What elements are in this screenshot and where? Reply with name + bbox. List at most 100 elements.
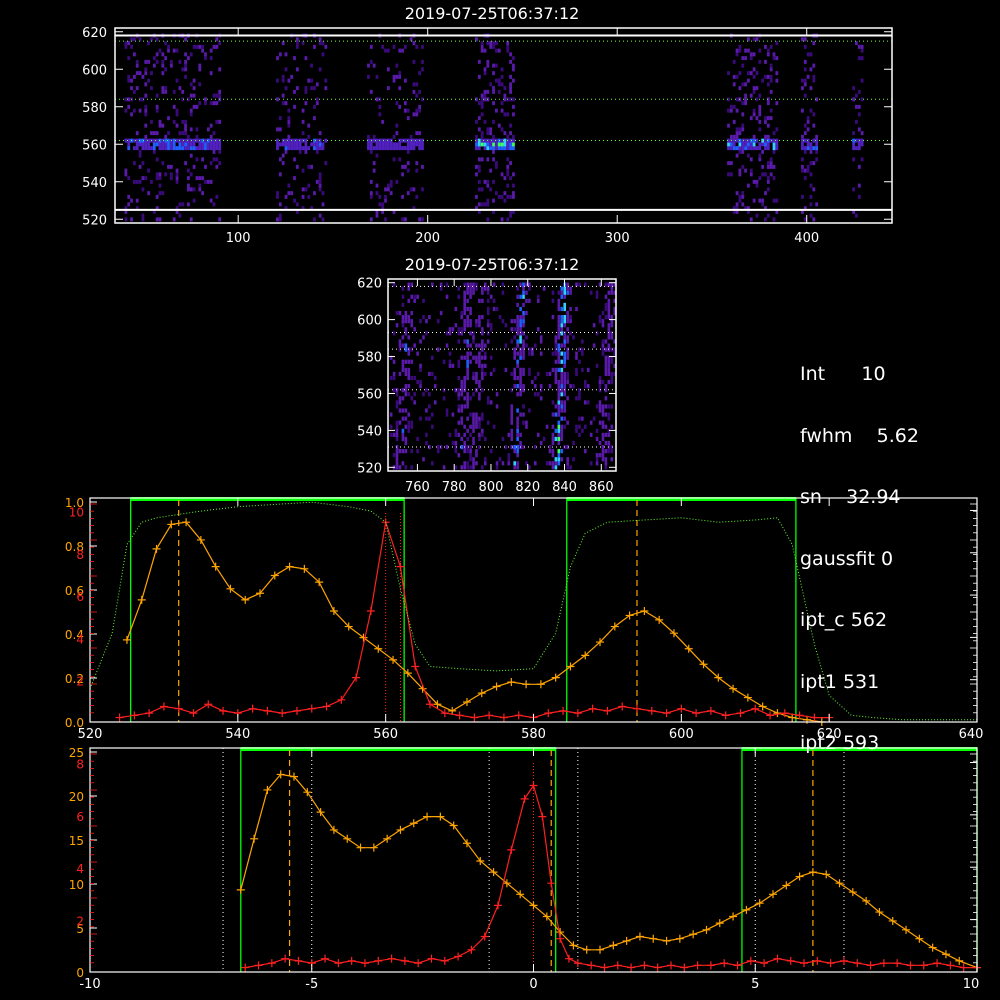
heatmap2-cell [557,306,561,312]
heatmap2-cell [422,298,425,303]
heatmap1-cell [775,56,779,61]
heatmap1-cell [503,191,507,196]
line3-red-point [795,711,804,720]
heatmap2-cell [454,306,458,312]
line4-ytick-label-left: 25 [69,746,84,760]
heatmap1-cell [483,97,487,102]
heatmap1-cell [164,142,168,147]
heatmap1-cell [758,157,762,162]
heatmap2-cell [395,461,399,466]
line4-red-point [334,959,343,968]
line4-orange-point [343,834,352,843]
heatmap1-cell [147,168,151,173]
line3-red-point [145,709,154,718]
heatmap2-cell [584,449,587,454]
heatmap1-cell [764,146,767,151]
heatmap1-cell [749,157,753,162]
heatmap2-cell [566,444,569,450]
heatmap1-cell [732,74,736,79]
heatmap2-cell [581,339,584,344]
heatmap2-cell [607,331,611,336]
heatmap1-cell [287,138,291,143]
heatmap1-cell [155,172,159,177]
heatmap1-cell [195,104,199,109]
heatmap2-cell [475,371,478,377]
heatmap1-cell [381,138,385,143]
heatmap2-cell [475,424,478,429]
heatmap1-cell [152,209,156,214]
heatmap2-cell [522,286,525,291]
line3-orange-point [241,595,250,604]
heatmap2-cell [407,428,411,433]
heatmap2-cell [557,432,561,437]
heatmap2-ytick-label: 520 [357,461,382,476]
heatmap1-cell [752,86,756,91]
heatmap1-cell [801,37,804,42]
heatmap2-cell [481,363,484,368]
heatmap1-cell [212,93,216,98]
heatmap2-cell [392,375,396,381]
heatmap1-cell [130,198,133,203]
heatmap1-cell [500,74,504,79]
heatmap1-cell [803,149,807,154]
heatmap1-cell [809,108,813,113]
heatmap2-cell [513,319,516,324]
heatmap1-cell [398,146,402,151]
heatmap1-cell [389,142,393,147]
heatmap2-cell [610,282,614,287]
heatmap1-cell [172,119,176,124]
heatmap1-cell [860,78,864,83]
heatmap2-cell [604,294,608,299]
heatmap1-cell [806,119,810,124]
heatmap1-cell [764,44,767,49]
heatmap1-cell [755,116,759,121]
heatmap2-cell [504,323,508,328]
heatmap1-cell [492,179,495,184]
heatmap1-cell [175,172,179,177]
heatmap2-cell [451,440,455,446]
heatmap1-cell [290,146,294,151]
heatmap1-cell [475,37,478,42]
heatmap2-cell [478,319,481,324]
heatmap1-cell [747,48,750,53]
heatmap1-cell [738,44,742,49]
heatmap2-cell [516,392,519,397]
heatmap2-cell [407,351,411,356]
heatmap1-cell [298,149,302,154]
heatmap1-cell [164,146,168,151]
heatmap1-cell [315,179,319,184]
heatmap2-cell [389,375,393,381]
heatmap2-cell [510,436,514,442]
heatmap2-cell [404,367,408,372]
line4-orange-point [236,885,245,894]
fit-parameters-panel: Int 10 fwhm 5.62 sn 32.94 gaussfit 0 ipt… [800,323,919,774]
heatmap1-cell [218,161,222,166]
line3-red-point [337,695,346,704]
heatmap2-cell [557,449,561,454]
heatmap1-cell [506,172,510,177]
heatmap2-cell [566,339,569,344]
line4-red-point [387,954,396,963]
heatmap2-cell [604,384,608,389]
line3-red-point [322,702,331,711]
heatmap2-cell [522,420,525,425]
heatmap2-frame [387,278,617,472]
heatmap2-cell [501,319,505,324]
heatmap2-cell [510,339,514,344]
heatmap1-cell [415,168,419,173]
heatmap2-cell [610,335,614,340]
heatmap2-cell [407,384,411,389]
heatmap1-cell [855,213,858,218]
heatmap2-cell [463,404,466,409]
heatmap1-cell [218,89,222,94]
heatmap1-cell [381,209,385,214]
heatmap2-cell [407,392,411,397]
heatmap1-cell [395,142,399,147]
line3-orange-point [152,544,161,553]
heatmap2-cell [519,315,522,320]
heatmap1-cell [130,37,133,42]
heatmap1-cell [764,119,767,124]
heatmap2-cell [445,412,449,417]
heatmap1-cell [381,44,385,49]
heatmap1-cell [201,44,205,49]
